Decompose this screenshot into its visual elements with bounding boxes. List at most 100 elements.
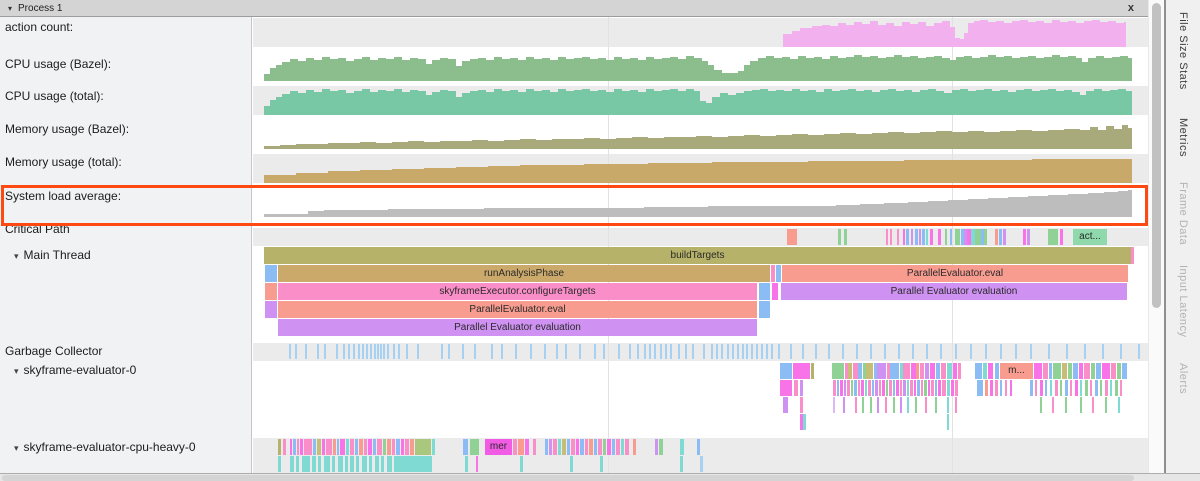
evaluator0-slice[interactable] (886, 380, 888, 396)
evaluator0-slice[interactable] (1000, 380, 1002, 396)
evaluator0-slice[interactable] (800, 414, 803, 430)
evaluator0-slice[interactable] (990, 380, 993, 396)
evaluator0-slice[interactable] (1102, 363, 1110, 379)
cpu-heavy-slice[interactable] (570, 456, 573, 472)
cpu-heavy-slice[interactable] (337, 439, 339, 455)
gc-tick[interactable] (462, 344, 464, 359)
evaluator0-slice[interactable] (1080, 380, 1082, 396)
gc-tick[interactable] (348, 344, 350, 359)
evaluator0-slice[interactable] (887, 363, 890, 379)
evaluator0-slice[interactable] (958, 363, 961, 379)
evaluator0-slice[interactable] (1060, 380, 1062, 396)
evaluator0-slice[interactable] (931, 380, 934, 396)
evaluator0-slice[interactable] (928, 380, 930, 396)
cpu-heavy-slice[interactable] (313, 439, 316, 455)
cpu-heavy-slice[interactable] (387, 439, 391, 455)
cpu-heavy-slice[interactable] (377, 439, 382, 455)
gc-tick[interactable] (474, 344, 476, 359)
gc-tick[interactable] (649, 344, 651, 359)
gc-tick[interactable] (828, 344, 830, 359)
critical-path-slice[interactable] (911, 229, 913, 245)
evaluator0-slice[interactable] (858, 380, 860, 396)
horizontal-scrollbar-thumb[interactable] (2, 475, 1134, 481)
main-thread-slice[interactable] (759, 301, 770, 318)
evaluator0-slice[interactable] (1095, 380, 1098, 396)
evaluator0-slice[interactable] (872, 380, 874, 396)
evaluator0-slice[interactable] (843, 397, 845, 413)
cpu-heavy-slice[interactable] (322, 439, 325, 455)
cpu-heavy-slice[interactable] (415, 439, 431, 455)
evaluator0-slice[interactable] (803, 414, 806, 430)
evaluator0-slice[interactable] (893, 397, 895, 413)
evaluator0-slice[interactable] (793, 363, 810, 379)
cpu-heavy-slice[interactable] (283, 439, 286, 455)
track-label-memory-usage-bazel-[interactable]: Memory usage (Bazel): (5, 122, 129, 136)
evaluator0-slice[interactable] (947, 363, 952, 379)
cpu-heavy-slice[interactable] (621, 439, 624, 455)
cpu-heavy-slice-mer[interactable]: mer (485, 439, 512, 455)
cpu-heavy-slice[interactable] (558, 439, 561, 455)
cpu-heavy-slice[interactable] (680, 439, 684, 455)
main-thread-slice-runanalysisphase[interactable]: runAnalysisPhase (278, 265, 770, 282)
collapse-icon[interactable]: ▾ (8, 3, 13, 13)
cpu-heavy-slice[interactable] (594, 439, 597, 455)
critical-path-slice[interactable] (995, 229, 998, 245)
critical-path-slice[interactable] (930, 229, 933, 245)
gc-tick[interactable] (618, 344, 620, 359)
critical-path-slice[interactable] (938, 229, 941, 245)
evaluator0-slice[interactable] (1105, 380, 1108, 396)
cpu-heavy-slice[interactable] (369, 456, 372, 472)
cpu-heavy-slice[interactable] (410, 439, 414, 455)
cpu-heavy-slice[interactable] (317, 439, 321, 455)
evaluator0-slice[interactable] (915, 397, 917, 413)
gc-tick[interactable] (374, 344, 376, 359)
evaluator0-slice[interactable] (783, 397, 788, 413)
evaluator0-slice[interactable] (780, 363, 792, 379)
cpu-heavy-slice[interactable] (659, 439, 663, 455)
cpu-heavy-slice[interactable] (553, 439, 557, 455)
evaluator0-slice[interactable] (885, 397, 887, 413)
gc-tick[interactable] (737, 344, 739, 359)
track-label-cpu-usage-total-[interactable]: CPU usage (total): (5, 89, 104, 103)
evaluator0-slice[interactable] (1110, 380, 1112, 396)
evaluator0-slice[interactable] (988, 363, 993, 379)
cpu-heavy-slice[interactable] (324, 456, 330, 472)
track-label-action-count-[interactable]: action count: (5, 20, 73, 34)
gc-tick[interactable] (295, 344, 297, 359)
cpu-heavy-slice[interactable] (278, 456, 281, 472)
gc-tick[interactable] (884, 344, 886, 359)
track-label-cpu-usage-bazel-[interactable]: CPU usage (Bazel): (5, 57, 111, 71)
evaluator0-slice[interactable] (1092, 397, 1094, 413)
evaluator0-slice[interactable] (955, 380, 958, 396)
cpu-heavy-slice[interactable] (387, 456, 392, 472)
cpu-heavy-slice[interactable] (359, 439, 363, 455)
gc-tick[interactable] (721, 344, 723, 359)
critical-path-slice[interactable] (906, 229, 909, 245)
critical-path-slice[interactable] (945, 229, 947, 245)
evaluator0-slice[interactable] (1055, 380, 1058, 396)
gc-tick[interactable] (1030, 344, 1032, 359)
track-histogram-memory-usage-bazel[interactable] (253, 120, 1148, 149)
gc-tick[interactable] (761, 344, 763, 359)
evaluator0-slice[interactable] (1070, 380, 1072, 396)
expander-triangle-icon[interactable]: ▾ (14, 251, 19, 261)
gc-tick[interactable] (358, 344, 360, 359)
evaluator0-slice[interactable] (983, 363, 987, 379)
evaluator0-slice[interactable] (870, 397, 872, 413)
gc-tick[interactable] (556, 344, 558, 359)
evaluator0-slice[interactable] (879, 380, 881, 396)
cpu-heavy-slice[interactable] (304, 439, 312, 455)
sidebar-tab-alerts[interactable]: Alerts (1177, 363, 1189, 395)
cpu-heavy-slice[interactable] (603, 439, 606, 455)
sidebar-tab-file-size-stats[interactable]: File Size Stats (1177, 12, 1189, 90)
critical-path-slice[interactable] (955, 229, 960, 245)
gc-tick[interactable] (670, 344, 672, 359)
evaluator0-slice[interactable] (907, 397, 909, 413)
evaluator0-slice[interactable] (1118, 397, 1120, 413)
gc-tick[interactable] (716, 344, 718, 359)
critical-path-slice[interactable] (961, 229, 964, 245)
track-histogram-action-count[interactable] (253, 18, 1148, 47)
track-label-critical-path[interactable]: Critical Path (5, 222, 70, 236)
gc-tick[interactable] (565, 344, 567, 359)
gc-tick[interactable] (530, 344, 532, 359)
